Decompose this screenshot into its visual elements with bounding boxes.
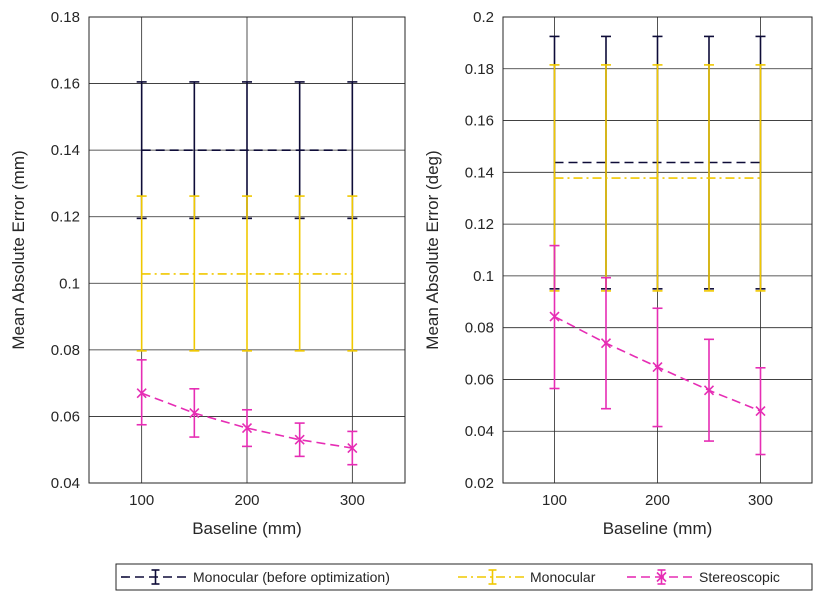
y-tick-label: 0.08 xyxy=(51,342,80,359)
series-line-stereoscopic xyxy=(141,392,353,449)
y-tick-label: 0.06 xyxy=(465,371,494,388)
y-tick-label: 0.02 xyxy=(465,475,494,492)
x-tick-label: 100 xyxy=(542,492,567,509)
x-tick-label: 300 xyxy=(340,492,365,509)
y-tick-label: 0.14 xyxy=(465,164,494,181)
data-point-stereoscopic xyxy=(755,405,766,417)
chart-panel-right: 100 200 300 0.02 0.04 0.06 0.08 0.1 0.12 0.14 0.16… xyxy=(423,9,813,538)
data-point-stereoscopic xyxy=(652,361,663,373)
y-axis-label: Mean Absolute Error (deg) xyxy=(423,150,442,349)
data-point-stereoscopic xyxy=(549,311,560,322)
data-point-stereoscopic xyxy=(189,408,200,419)
y-tick-label: 0.08 xyxy=(465,320,494,337)
y-tick-label: 0.04 xyxy=(51,475,80,492)
y-tick-label: 0.12 xyxy=(465,216,494,233)
data-point-stereoscopic xyxy=(600,338,612,349)
data-point-stereoscopic xyxy=(703,385,715,396)
x-tick-label: 300 xyxy=(748,492,773,509)
y-tick-label: 0.1 xyxy=(473,268,494,285)
y-axis-label: Mean Absolute Error (mm) xyxy=(9,150,28,349)
x-axis-label: Baseline (mm) xyxy=(603,519,713,538)
x-tick-label: 200 xyxy=(234,492,259,509)
y-tick-label: 0.14 xyxy=(51,142,80,159)
y-tick-label: 0.12 xyxy=(51,209,80,226)
y-tick-label: 0.16 xyxy=(51,76,80,93)
legend-label-monocular: Monocular xyxy=(530,569,596,585)
plot-frame xyxy=(88,16,406,484)
x-tick-label: 200 xyxy=(645,492,670,509)
data-point-stereoscopic xyxy=(241,423,253,434)
y-tick-label: 0.06 xyxy=(51,408,80,425)
chart-panel-left: 100 200 300 0.04 0.06 0.08 0.1 0.12 0.14 0.16 0.18… xyxy=(9,9,406,538)
y-tick-label: 0.1 xyxy=(59,275,80,292)
data-point-stereoscopic xyxy=(347,442,358,454)
data-point-stereoscopic xyxy=(294,434,305,445)
y-tick-label: 0.18 xyxy=(465,61,494,78)
legend-marker-stereoscopic xyxy=(656,571,667,583)
y-tick-label: 0.16 xyxy=(465,113,494,130)
y-tick-label: 0.04 xyxy=(465,423,494,440)
plot-frame xyxy=(502,16,813,484)
legend-label-stereoscopic: Stereoscopic xyxy=(699,569,780,585)
y-tick-label: 0.18 xyxy=(51,9,80,26)
y-tick-label: 0.2 xyxy=(473,9,494,26)
legend: Monocular (before optimization) Monocular… xyxy=(115,563,813,591)
legend-label-monocular_before: Monocular (before optimization) xyxy=(193,569,390,585)
data-point-stereoscopic xyxy=(136,388,147,399)
x-axis-label: Baseline (mm) xyxy=(192,519,302,538)
x-tick-label: 100 xyxy=(129,492,154,509)
